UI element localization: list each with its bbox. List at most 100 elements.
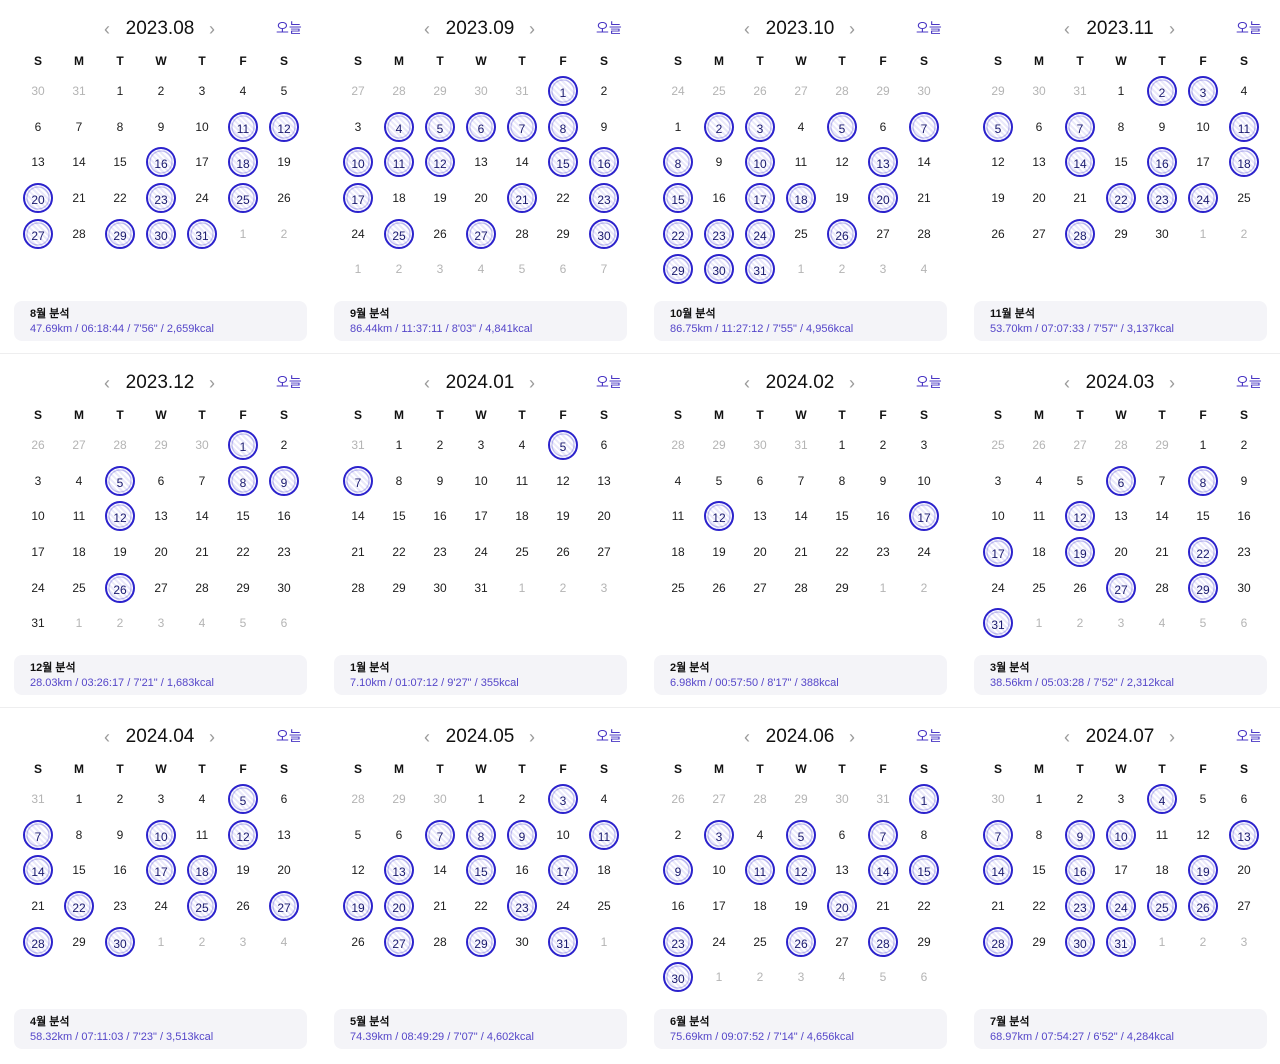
today-button[interactable]: 오늘 <box>276 374 302 390</box>
day-cell-stamped[interactable]: 10 <box>343 147 373 177</box>
day-cell-other-month[interactable]: 28 <box>392 84 406 98</box>
day-cell[interactable]: 22 <box>474 899 488 913</box>
day-cell[interactable]: 20 <box>753 545 767 559</box>
day-cell[interactable]: 1 <box>838 438 846 452</box>
day-cell-other-month[interactable]: 1 <box>157 935 165 949</box>
day-cell[interactable]: 19 <box>556 509 570 523</box>
day-cell-stamped[interactable]: 9 <box>269 466 299 496</box>
chevron-left-icon[interactable]: ‹ <box>424 727 430 747</box>
day-cell-stamped[interactable]: 26 <box>105 573 135 603</box>
month-summary-card[interactable]: 2월 분석 6.98km / 00:57:50 / 8'17" / 388kcal <box>654 655 947 695</box>
day-cell-other-month[interactable]: 28 <box>671 438 685 452</box>
day-cell-stamped[interactable]: 20 <box>868 183 898 213</box>
day-cell-stamped[interactable]: 15 <box>663 183 693 213</box>
day-cell-stamped[interactable]: 8 <box>466 820 496 850</box>
day-cell[interactable]: 4 <box>198 792 206 806</box>
day-cell[interactable]: 11 <box>794 155 808 169</box>
day-cell-stamped[interactable]: 5 <box>425 112 455 142</box>
day-cell[interactable]: 9 <box>1158 120 1166 134</box>
day-cell-stamped[interactable]: 7 <box>343 466 373 496</box>
day-cell-other-month[interactable]: 6 <box>1240 616 1248 630</box>
day-cell[interactable]: 21 <box>72 191 86 205</box>
day-cell[interactable]: 25 <box>794 227 808 241</box>
month-summary-card[interactable]: 4월 분석 58.32km / 07:11:03 / 7'23" / 3,513k… <box>14 1009 307 1049</box>
today-button[interactable]: 오늘 <box>276 20 302 36</box>
day-cell-stamped[interactable]: 3 <box>745 112 775 142</box>
day-cell[interactable]: 16 <box>876 509 890 523</box>
day-cell[interactable]: 16 <box>277 509 291 523</box>
day-cell[interactable]: 12 <box>351 863 365 877</box>
month-summary-card[interactable]: 11월 분석 53.70km / 07:07:33 / 7'57" / 3,137… <box>974 301 1267 341</box>
day-cell[interactable]: 23 <box>1237 545 1251 559</box>
day-cell[interactable]: 2 <box>518 792 526 806</box>
day-cell[interactable]: 18 <box>72 545 86 559</box>
day-cell[interactable]: 19 <box>277 155 291 169</box>
day-cell[interactable]: 4 <box>600 792 608 806</box>
day-cell-stamped[interactable]: 5 <box>105 466 135 496</box>
day-cell-stamped[interactable]: 12 <box>228 820 258 850</box>
day-cell-stamped[interactable]: 18 <box>786 183 816 213</box>
day-cell-stamped[interactable]: 16 <box>589 147 619 177</box>
day-cell[interactable]: 18 <box>671 545 685 559</box>
day-cell[interactable]: 20 <box>597 509 611 523</box>
day-cell-stamped[interactable]: 7 <box>507 112 537 142</box>
day-cell-stamped[interactable]: 31 <box>1106 927 1136 957</box>
day-cell-other-month[interactable]: 2 <box>838 262 846 276</box>
day-cell[interactable]: 7 <box>1158 474 1166 488</box>
day-cell[interactable]: 16 <box>433 509 447 523</box>
day-cell[interactable]: 14 <box>1155 509 1169 523</box>
day-cell[interactable]: 26 <box>236 899 250 913</box>
day-cell[interactable]: 12 <box>1196 828 1210 842</box>
day-cell-other-month[interactable]: 29 <box>1155 438 1169 452</box>
day-cell-stamped[interactable]: 28 <box>868 927 898 957</box>
day-cell[interactable]: 1 <box>395 438 403 452</box>
today-button[interactable]: 오늘 <box>596 20 622 36</box>
day-cell-stamped[interactable]: 25 <box>187 891 217 921</box>
day-cell-other-month[interactable]: 5 <box>518 262 526 276</box>
day-cell[interactable]: 24 <box>351 227 365 241</box>
day-cell-other-month[interactable]: 3 <box>1240 935 1248 949</box>
day-cell-stamped[interactable]: 15 <box>909 855 939 885</box>
day-cell-other-month[interactable]: 3 <box>157 616 165 630</box>
day-cell[interactable]: 3 <box>34 474 42 488</box>
day-cell-stamped[interactable]: 7 <box>23 820 53 850</box>
day-cell-stamped[interactable]: 11 <box>745 855 775 885</box>
chevron-left-icon[interactable]: ‹ <box>1064 19 1070 39</box>
day-cell[interactable]: 29 <box>1114 227 1128 241</box>
day-cell-other-month[interactable]: 2 <box>756 970 764 984</box>
day-cell-stamped[interactable]: 23 <box>507 891 537 921</box>
day-cell-other-month[interactable]: 28 <box>351 792 365 806</box>
day-cell[interactable]: 6 <box>280 792 288 806</box>
day-cell[interactable]: 15 <box>236 509 250 523</box>
month-summary-card[interactable]: 5월 분석 74.39km / 08:49:29 / 7'07" / 4,602k… <box>334 1009 627 1049</box>
day-cell[interactable]: 22 <box>392 545 406 559</box>
day-cell[interactable]: 6 <box>1240 792 1248 806</box>
day-cell-stamped[interactable]: 28 <box>1065 219 1095 249</box>
day-cell[interactable]: 20 <box>154 545 168 559</box>
day-cell[interactable]: 24 <box>31 581 45 595</box>
day-cell-stamped[interactable]: 23 <box>663 927 693 957</box>
day-cell-stamped[interactable]: 22 <box>663 219 693 249</box>
day-cell-other-month[interactable]: 31 <box>72 84 86 98</box>
day-cell[interactable]: 23 <box>433 545 447 559</box>
day-cell-stamped[interactable]: 1 <box>548 76 578 106</box>
day-cell[interactable]: 31 <box>31 616 45 630</box>
day-cell-stamped[interactable]: 5 <box>548 430 578 460</box>
day-cell[interactable]: 4 <box>75 474 83 488</box>
day-cell[interactable]: 28 <box>72 227 86 241</box>
day-cell[interactable]: 11 <box>195 828 209 842</box>
day-cell-other-month[interactable]: 1 <box>1035 616 1043 630</box>
day-cell[interactable]: 25 <box>597 899 611 913</box>
day-cell-stamped[interactable]: 7 <box>983 820 1013 850</box>
day-cell[interactable]: 18 <box>515 509 529 523</box>
day-cell-stamped[interactable]: 23 <box>704 219 734 249</box>
day-cell-other-month[interactable]: 28 <box>753 792 767 806</box>
day-cell[interactable]: 14 <box>917 155 931 169</box>
day-cell[interactable]: 21 <box>876 899 890 913</box>
chevron-right-icon[interactable]: › <box>209 19 215 39</box>
day-cell-stamped[interactable]: 12 <box>269 112 299 142</box>
day-cell-stamped[interactable]: 26 <box>827 219 857 249</box>
day-cell-other-month[interactable]: 2 <box>395 262 403 276</box>
day-cell[interactable]: 9 <box>1240 474 1248 488</box>
day-cell[interactable]: 28 <box>195 581 209 595</box>
